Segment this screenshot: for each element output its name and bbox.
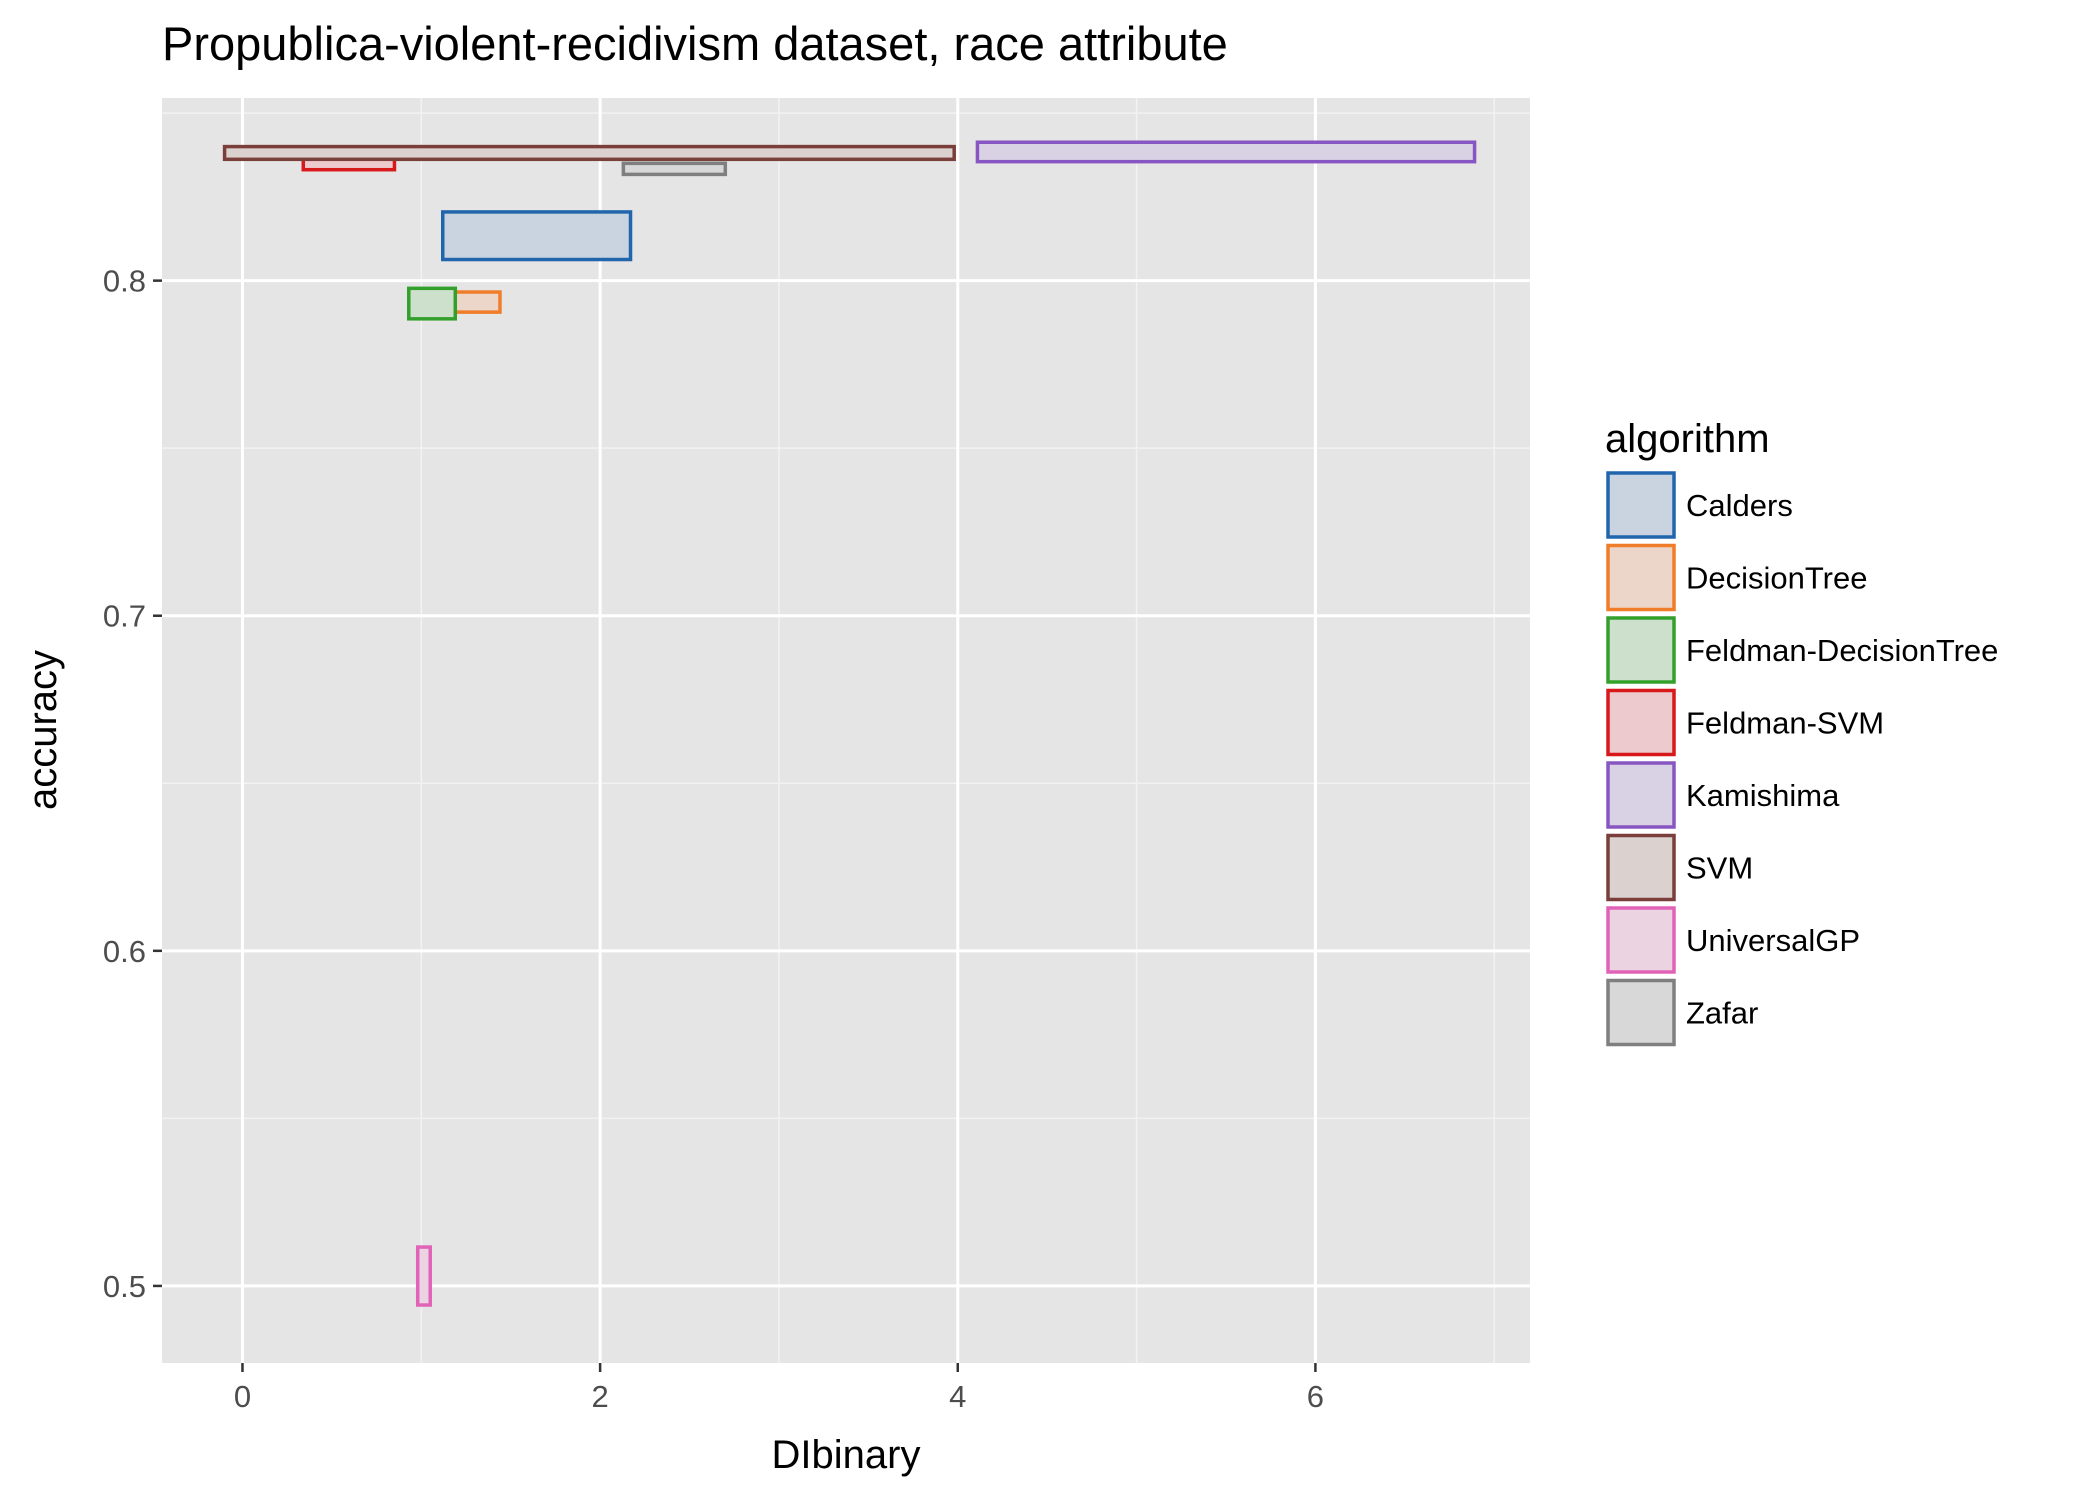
rect-mark-feldman-decisiontree [407, 286, 458, 321]
legend-label: Feldman-SVM [1686, 706, 1884, 741]
legend-key-feldman-decisiontree [1606, 616, 1676, 684]
grid-minor [162, 98, 1530, 1363]
chart-marks [222, 140, 1477, 1307]
legend-key-decisiontree [1606, 543, 1676, 612]
legend-key-universalgp [1606, 906, 1676, 974]
legend-label: Kamishima [1686, 778, 1840, 813]
y-tick-label: 0.7 [103, 599, 146, 634]
legend-key-svm [1606, 833, 1676, 902]
x-tick-label: 2 [591, 1379, 608, 1414]
legend-label: UniversalGP [1686, 923, 1860, 958]
rect-mark-kamishima [975, 140, 1477, 164]
legend-label: DecisionTree [1686, 561, 1867, 596]
plot-panel [162, 98, 1530, 1363]
legend-key-kamishima [1606, 761, 1676, 829]
rect-mark-zafar [621, 161, 728, 177]
legend-label: Zafar [1686, 996, 1758, 1031]
legend-title: algorithm [1605, 417, 1770, 461]
y-tick-label: 0.5 [103, 1269, 146, 1304]
legend-key-calders [1606, 471, 1676, 539]
y-tick-label: 0.6 [103, 934, 146, 969]
legend-key-feldman-svm [1606, 688, 1676, 757]
grid-major [162, 98, 1530, 1363]
y-axis: 0.5 0.6 0.7 0.8 [103, 264, 162, 1304]
legend-label: Feldman-DecisionTree [1686, 633, 1998, 668]
rect-mark-universalgp [415, 1245, 432, 1307]
x-axis-label: DIbinary [772, 1433, 921, 1477]
rect-mark-svm [222, 144, 956, 162]
chart-title: Propublica-violent-recidivism dataset, r… [162, 17, 1228, 70]
y-tick-label: 0.8 [103, 264, 146, 299]
legend-label: Calders [1686, 488, 1793, 523]
y-axis-label: accuracy [21, 650, 65, 810]
legend-label: SVM [1686, 851, 1753, 886]
x-tick-label: 4 [949, 1379, 966, 1414]
x-tick-label: 6 [1307, 1379, 1324, 1414]
legend-key-zafar [1606, 978, 1676, 1047]
rect-mark-calders [441, 210, 633, 262]
x-tick-label: 0 [234, 1379, 251, 1414]
legend: algorithm Calders DecisionTree Feldman-Dec… [1605, 417, 1998, 1047]
x-axis: 0 2 4 6 [234, 1363, 1324, 1414]
